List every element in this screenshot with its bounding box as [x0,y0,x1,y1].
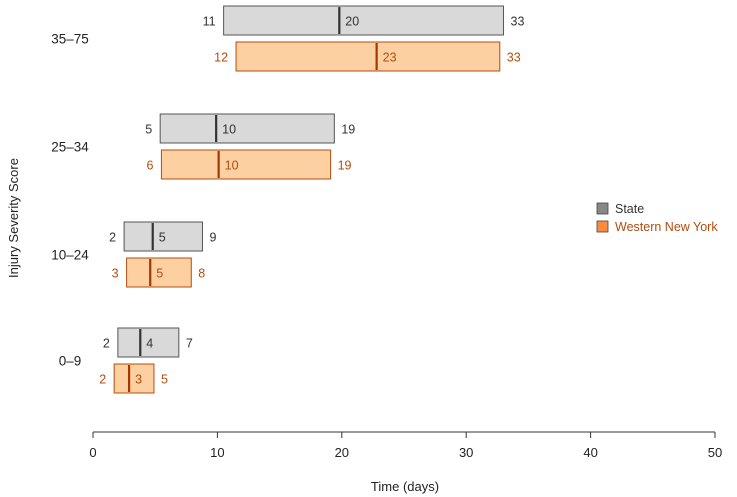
x-axis-label: Time (days) [371,479,439,494]
range-bar [126,257,192,288]
low-label: 12 [214,51,228,65]
low-label: 2 [103,337,110,351]
range-bar [159,113,335,144]
range-bar [113,363,155,394]
category-label: 25–34 [51,140,89,155]
y-axis-label: Injury Severity Score [6,158,21,278]
range-bar [123,221,203,252]
category-label: 0–9 [59,354,82,369]
median-label: 20 [345,15,359,29]
median-label: 23 [383,51,397,65]
high-label: 7 [186,337,193,351]
median-label: 10 [225,159,239,173]
category-label: 35–75 [51,32,89,47]
high-label: 19 [338,159,352,173]
category-labels: 35–75 25–34 10–24 0–9 [51,32,89,369]
legend-swatch [596,202,609,215]
low-label: 3 [112,267,119,281]
x-tick-label: 0 [89,445,96,460]
category-label: 10–24 [51,248,89,263]
high-label: 8 [198,267,205,281]
x-tick-label: 10 [210,445,224,460]
range-bar [117,327,180,358]
legend: State Western New York [596,202,718,234]
low-label: 11 [203,15,216,29]
high-label: 9 [209,231,216,245]
median-label: 4 [146,337,153,351]
legend-swatch [596,220,609,233]
low-label: 6 [146,159,153,173]
range-bar [160,149,332,180]
legend-label: State [615,202,644,216]
median-label: 5 [156,267,163,281]
x-tick-label: 30 [459,445,473,460]
high-label: 33 [511,15,525,29]
low-label: 5 [145,123,152,137]
high-label: 33 [507,51,521,65]
low-label: 2 [109,231,116,245]
x-tick-label: 40 [583,445,597,460]
legend-label: Western New York [615,220,718,234]
x-tick-label: 20 [335,445,349,460]
high-label: 19 [341,123,355,137]
range-bar [223,5,505,36]
median-label: 10 [222,123,236,137]
x-axis: 0 10 20 30 40 50 [89,431,722,460]
low-label: 2 [99,373,106,387]
x-tick-label: 50 [708,445,722,460]
high-label: 5 [161,373,168,387]
median-label: 3 [135,373,142,387]
range-bar [235,41,501,72]
median-label: 5 [159,231,166,245]
